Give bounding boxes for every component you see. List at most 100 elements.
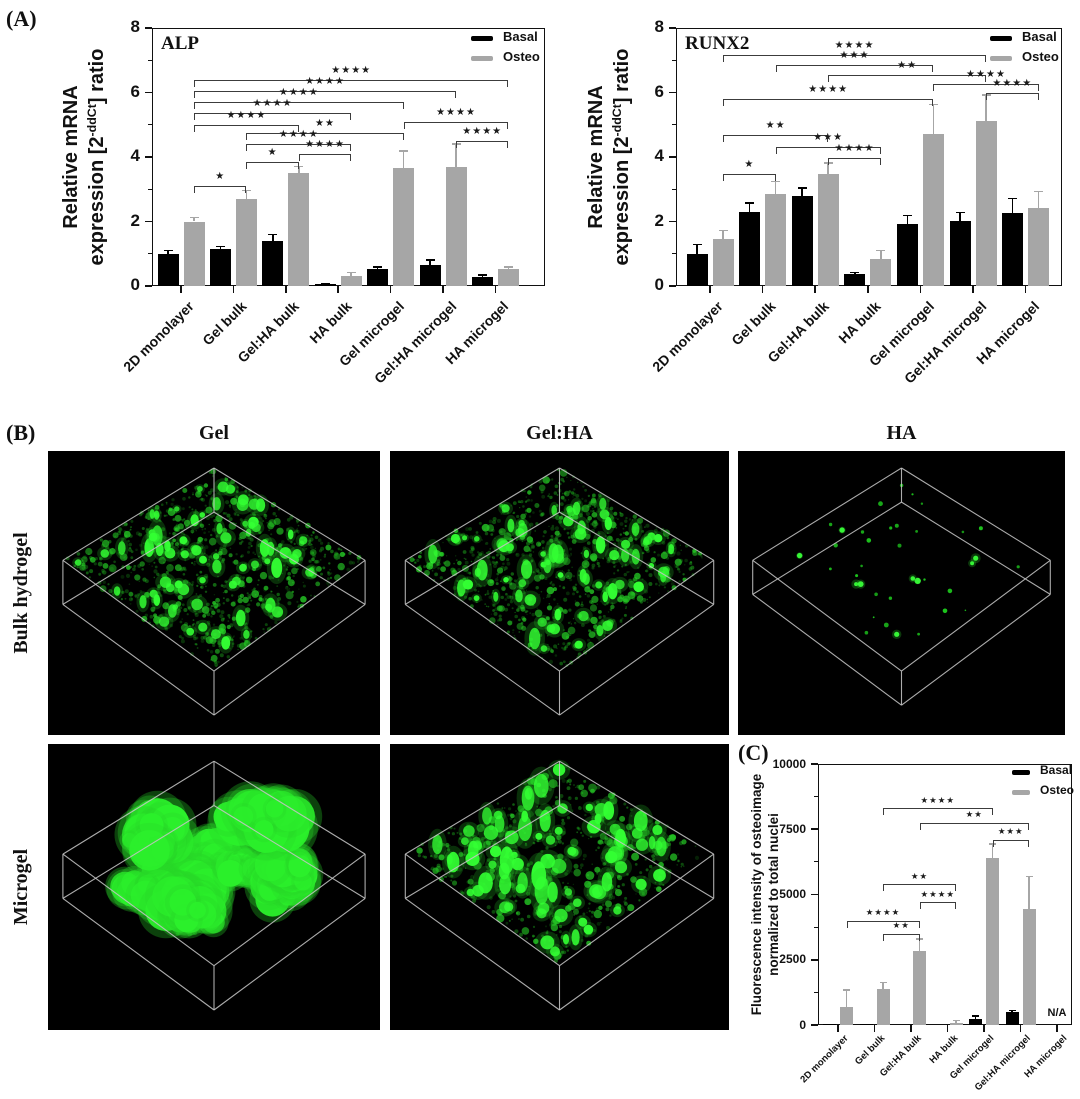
significance-stars: ★★★★ — [305, 75, 345, 87]
x-axis-tick — [284, 286, 287, 293]
error-bar-cap — [972, 1015, 979, 1017]
y-axis-tick — [669, 156, 676, 158]
wireframe-box-edge — [62, 559, 215, 672]
error-bar — [272, 234, 274, 241]
wireframe-box-edge — [213, 559, 366, 672]
bar-basal — [209, 248, 231, 286]
error-bar-cap — [163, 249, 173, 252]
y-axis-minor-tick — [814, 991, 818, 993]
y-axis-tick-label: 2500 — [779, 952, 806, 967]
bar-osteo — [876, 988, 890, 1025]
x-axis-tick — [1056, 1025, 1058, 1032]
significance-stars: ★★★★ — [865, 907, 901, 918]
alp-y-axis-label-line2: expression [2 — [86, 136, 108, 266]
bar-basal — [1002, 213, 1024, 286]
wireframe-box-edge — [901, 593, 1051, 706]
bar-basal — [157, 253, 179, 286]
y-axis-tick-label: 6 — [654, 81, 664, 101]
significance-bracket — [992, 839, 1029, 847]
x-axis-tick — [1019, 1025, 1022, 1032]
runx2-y-axis-label: Relative mRNA expression [2-ddCt] ratio — [583, 28, 637, 286]
error-bar-cap — [692, 243, 702, 246]
error-bar-cap — [876, 249, 886, 252]
error-bar — [376, 266, 379, 270]
significance-stars: ★★★★ — [278, 129, 319, 141]
wireframe-box-edge — [559, 467, 714, 561]
y-axis-minor-tick — [148, 253, 152, 255]
category-label: HA bulk — [835, 298, 885, 347]
significance-bracket — [723, 173, 776, 181]
wireframe-box-edge — [62, 805, 215, 899]
significance-bracket — [986, 93, 1039, 101]
error-bar-cap — [879, 981, 887, 984]
significance-bracket — [828, 157, 881, 165]
error-bar-cap — [718, 229, 728, 232]
y-axis-tick-label: 2 — [130, 210, 140, 230]
wireframe-box-edge — [62, 511, 215, 605]
bar-osteo — [340, 276, 362, 286]
bar-osteo — [949, 1023, 963, 1025]
significance-stars: ★★★★ — [331, 64, 372, 76]
x-axis-tick — [866, 286, 869, 293]
error-bar-cap — [215, 245, 225, 248]
wireframe-box-edge — [405, 511, 560, 605]
y-axis-tick-label: 4 — [130, 146, 140, 166]
significance-stars: ★ — [215, 171, 226, 183]
significance-stars: ★★★ — [997, 826, 1024, 837]
y-axis-tick — [145, 91, 152, 94]
legend-label-basal: Basal — [1040, 763, 1073, 778]
wireframe-box-edge — [405, 760, 560, 855]
bar-osteo — [183, 221, 205, 286]
x-axis-tick — [814, 286, 817, 293]
bar-basal — [896, 224, 918, 286]
significance-bracket — [883, 808, 993, 816]
error-bar — [298, 166, 300, 174]
plot-area — [676, 28, 1062, 286]
error-bar — [245, 190, 248, 199]
bar-basal — [367, 269, 389, 286]
wireframe-box-edge — [752, 467, 902, 561]
y-axis-tick-label: 5000 — [779, 887, 806, 902]
significance-bracket — [933, 83, 1039, 91]
significance-stars: ★★★★ — [305, 138, 345, 150]
wireframe-box-edge — [405, 467, 560, 561]
na-note: N/A — [1047, 1007, 1067, 1019]
error-bar — [932, 104, 935, 135]
significance-stars: ★★ — [315, 117, 335, 129]
category-label: Gel bulk — [852, 1033, 888, 1068]
error-bar — [1011, 198, 1014, 214]
significance-bracket — [723, 98, 934, 106]
category-label: 2D monolayer — [798, 1033, 851, 1086]
significance-bracket — [194, 124, 299, 132]
x-axis-tick — [232, 286, 235, 293]
significance-bracket — [828, 74, 986, 82]
x-axis-tick — [837, 1025, 839, 1032]
x-axis-tick — [389, 286, 392, 293]
bar-osteo — [445, 166, 467, 286]
legend-label-basal: Basal — [503, 28, 538, 44]
error-bar-cap — [955, 211, 965, 214]
significance-bracket — [919, 822, 1029, 830]
y-axis-tick — [669, 27, 676, 29]
x-axis-tick — [946, 1025, 949, 1032]
significance-stars: ★★★ — [813, 131, 844, 143]
error-bar — [1028, 876, 1030, 910]
wireframe-box-edge — [213, 897, 366, 1011]
x-axis-tick — [442, 286, 444, 293]
legend-swatch-basal — [990, 36, 1012, 41]
significance-bracket — [775, 146, 881, 154]
bar-osteo — [817, 173, 839, 286]
error-bar — [918, 938, 921, 951]
significance-stars: ★★★★ — [920, 888, 955, 899]
error-bar-cap — [771, 180, 781, 183]
significance-bracket — [723, 135, 829, 143]
wireframe-box-edge — [901, 559, 1051, 672]
x-axis-tick — [494, 286, 497, 293]
error-bar — [193, 217, 195, 222]
error-bar — [974, 1015, 977, 1019]
alp-y-axis-label-line1: Relative mRNA — [60, 85, 82, 229]
bar-osteo — [975, 120, 997, 286]
bar-basal — [1005, 1011, 1019, 1025]
error-bar — [1011, 1010, 1013, 1012]
significance-stars: ★★ — [765, 120, 786, 132]
